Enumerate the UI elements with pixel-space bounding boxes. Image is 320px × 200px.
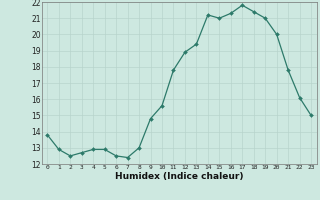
X-axis label: Humidex (Indice chaleur): Humidex (Indice chaleur) bbox=[115, 172, 244, 181]
